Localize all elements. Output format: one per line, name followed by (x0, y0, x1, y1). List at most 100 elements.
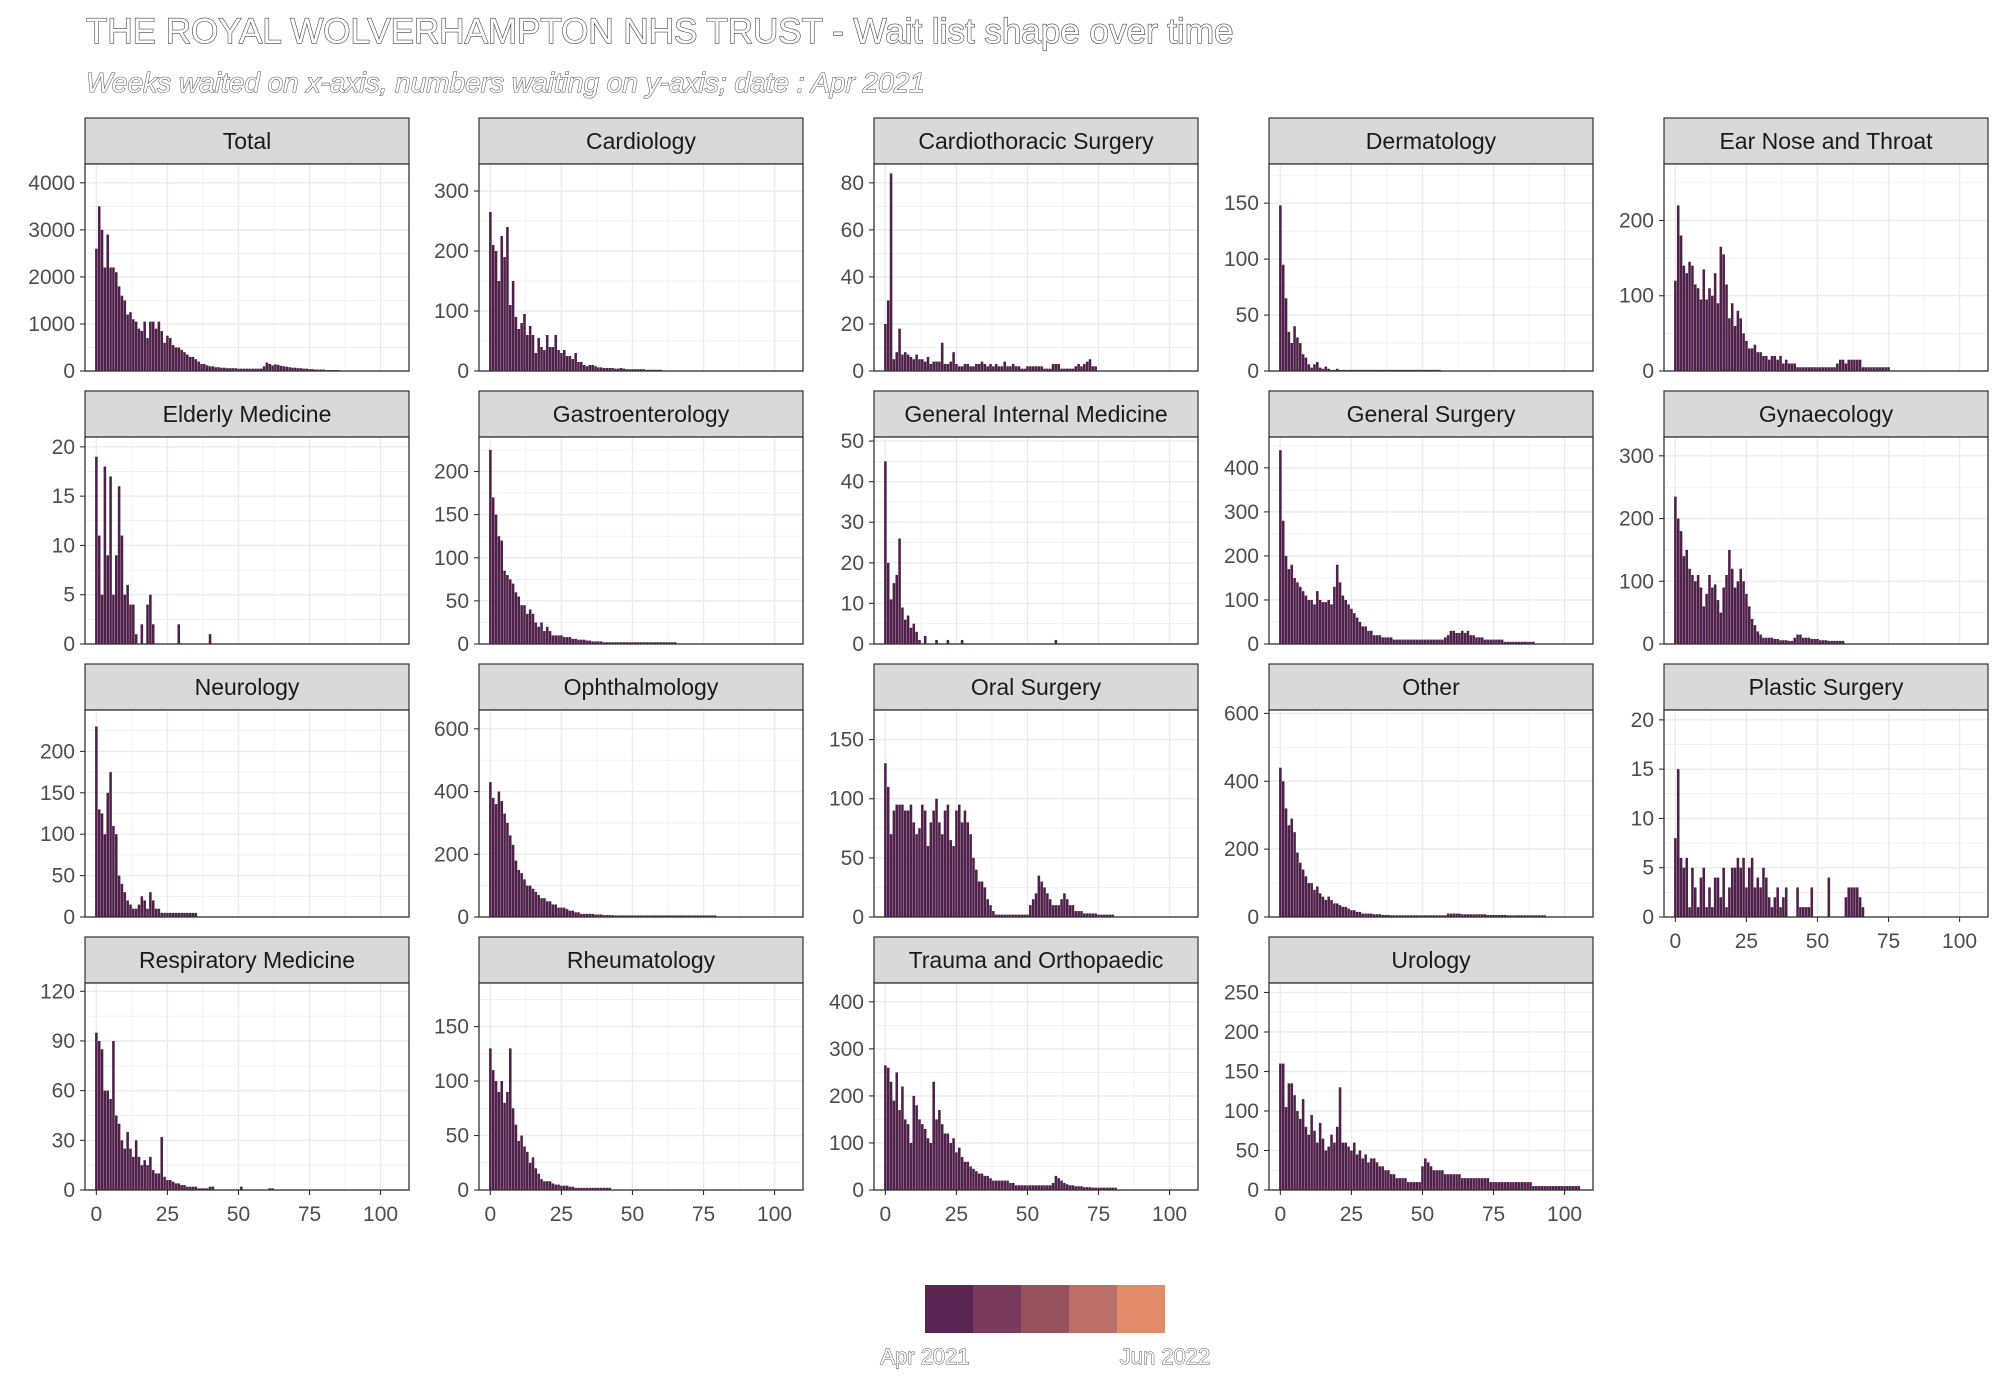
bar (1756, 352, 1760, 371)
legend-swatches (925, 1285, 1165, 1333)
bar (616, 642, 620, 644)
bar (699, 915, 702, 917)
bar (149, 321, 152, 371)
bar (1804, 907, 1808, 917)
bar (1372, 914, 1376, 917)
bar (1287, 825, 1291, 917)
bar (491, 1070, 495, 1190)
bar (117, 1123, 121, 1190)
bar (1307, 599, 1311, 644)
bar (631, 915, 634, 917)
bar (1327, 1146, 1330, 1190)
bar (1063, 368, 1066, 371)
bar (114, 1115, 118, 1190)
bar (1449, 630, 1453, 644)
bar (157, 1173, 161, 1190)
bar (126, 900, 129, 917)
bar (1307, 364, 1311, 371)
bar (1480, 914, 1484, 917)
bar (929, 363, 933, 371)
x-tick-label: 75 (1087, 1203, 1110, 1226)
bar (531, 888, 535, 917)
bar (1773, 638, 1777, 644)
y-tick-label: 1000 (28, 313, 75, 336)
bar (1756, 877, 1760, 917)
bar (1779, 355, 1782, 371)
bar (316, 369, 320, 371)
bar (1722, 587, 1725, 644)
bar (1100, 914, 1103, 917)
bar (1424, 915, 1427, 917)
bar (117, 875, 121, 917)
bar (1489, 1182, 1492, 1190)
bar (1310, 1114, 1313, 1190)
y-tick-label: 0 (457, 1179, 469, 1202)
bar (682, 915, 685, 917)
x-tick-label: 50 (621, 1203, 644, 1226)
bar (1449, 1174, 1453, 1190)
bar (580, 1187, 583, 1190)
bar (656, 915, 660, 917)
bar (1335, 564, 1339, 644)
bar (1060, 899, 1063, 917)
bar (1779, 907, 1782, 917)
bar (1529, 1182, 1532, 1190)
bar (679, 915, 683, 917)
y-tick-label: 0 (852, 1179, 864, 1202)
bar (157, 908, 161, 917)
bar (918, 828, 921, 917)
bar (1529, 641, 1532, 644)
bar (1301, 591, 1305, 644)
bar (1514, 1182, 1518, 1190)
bar (986, 1175, 989, 1190)
bar (636, 915, 640, 917)
bar (693, 915, 697, 917)
bar (611, 642, 614, 644)
bar (1009, 914, 1012, 917)
bar (591, 913, 594, 917)
bar (1688, 907, 1691, 917)
bar (949, 1142, 953, 1190)
bar (588, 913, 592, 917)
bar (106, 1090, 110, 1190)
facet-gastroenterology: Gastroenterology 0 50 100 150 200 (434, 390, 804, 656)
bar (1432, 639, 1436, 644)
bar (1512, 1182, 1515, 1190)
bar (543, 1181, 546, 1190)
bar (952, 1138, 955, 1190)
bar (1534, 915, 1538, 917)
bar (511, 281, 515, 371)
bar (285, 366, 289, 371)
bar (611, 368, 614, 371)
bar (517, 869, 521, 917)
bar (1026, 1185, 1029, 1190)
bar (1421, 639, 1424, 644)
bar (986, 366, 989, 371)
bar (935, 1119, 938, 1190)
facet-strip (1663, 117, 1989, 165)
bar (1318, 893, 1322, 917)
bar (1281, 1063, 1285, 1190)
bar (1384, 637, 1387, 644)
bar (288, 367, 291, 371)
bar (1083, 363, 1086, 371)
bar (1057, 905, 1061, 917)
bar (989, 363, 992, 371)
bar (688, 915, 691, 917)
bar (548, 347, 552, 371)
bar (642, 642, 646, 644)
bar (1367, 913, 1370, 917)
bar (1406, 1182, 1410, 1190)
bar (960, 822, 964, 917)
facet-title: Trauma and Orthopaedic (909, 947, 1164, 973)
bar (132, 908, 135, 917)
y-tick-label: 40 (841, 266, 864, 289)
bar (545, 626, 549, 644)
bar (168, 1180, 172, 1190)
bar (149, 1156, 152, 1190)
bar (594, 366, 597, 371)
bar (186, 354, 189, 371)
bar (265, 362, 269, 371)
bar (1429, 1166, 1433, 1190)
bar (1034, 893, 1038, 917)
